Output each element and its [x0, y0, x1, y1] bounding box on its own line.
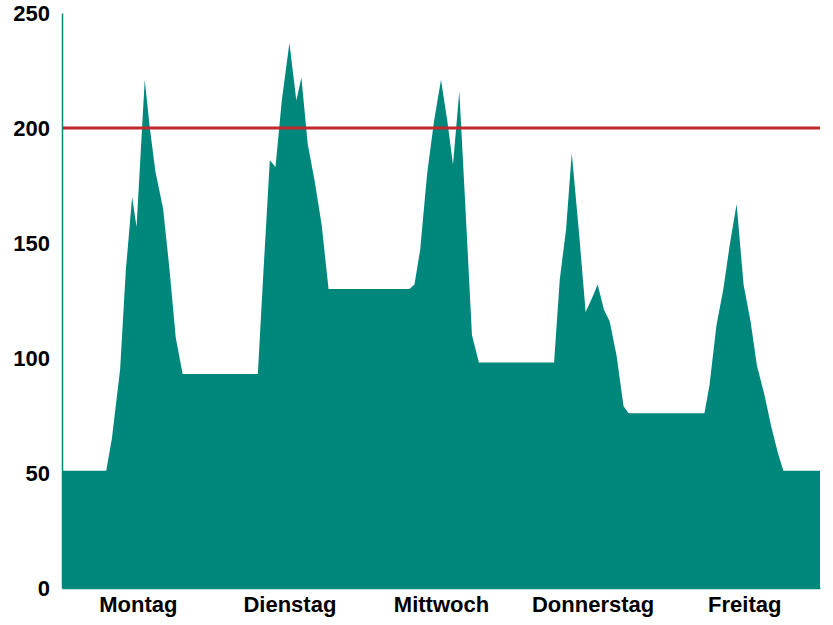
y-tick-label: 250	[13, 1, 50, 26]
y-tick: 200	[13, 116, 62, 141]
x-tick: Freitag	[708, 588, 781, 617]
y-tick: 150	[13, 231, 62, 256]
y-tick: 0	[38, 576, 62, 601]
y-tick-label: 150	[13, 231, 50, 256]
x-tick-label: Mittwoch	[394, 592, 489, 617]
x-tick: Dienstag	[243, 588, 336, 617]
x-tick-label: Montag	[99, 592, 177, 617]
y-axis: 0 50 100 150 200 250	[13, 1, 62, 601]
y-tick: 100	[13, 346, 62, 371]
y-tick-label: 50	[26, 461, 50, 486]
x-tick: Montag	[99, 588, 177, 617]
y-axis-line	[62, 14, 64, 589]
area	[62, 43, 820, 588]
x-tick: Donnerstag	[532, 588, 654, 617]
y-tick-label: 0	[38, 576, 50, 601]
marks	[62, 43, 820, 588]
x-axis: Montag Dienstag Mittwoch Donnerstag Freitag	[63, 588, 821, 617]
y-tick: 50	[26, 461, 62, 486]
threshold-line	[62, 127, 820, 130]
plot: 0 50 100 150 200 250 Montag Dienstag Mittwoch Don…	[13, 1, 820, 617]
x-tick-label: Dienstag	[243, 592, 336, 617]
x-tick: Mittwoch	[394, 588, 489, 617]
chart: 0 50 100 150 200 250 Montag Dienstag Mittwoch Don…	[0, 0, 833, 625]
y-tick: 250	[13, 1, 62, 26]
x-tick-label: Freitag	[708, 592, 781, 617]
y-tick-label: 200	[13, 116, 50, 141]
x-axis-line	[63, 588, 821, 590]
y-tick-label: 100	[13, 346, 50, 371]
x-tick-label: Donnerstag	[532, 592, 654, 617]
